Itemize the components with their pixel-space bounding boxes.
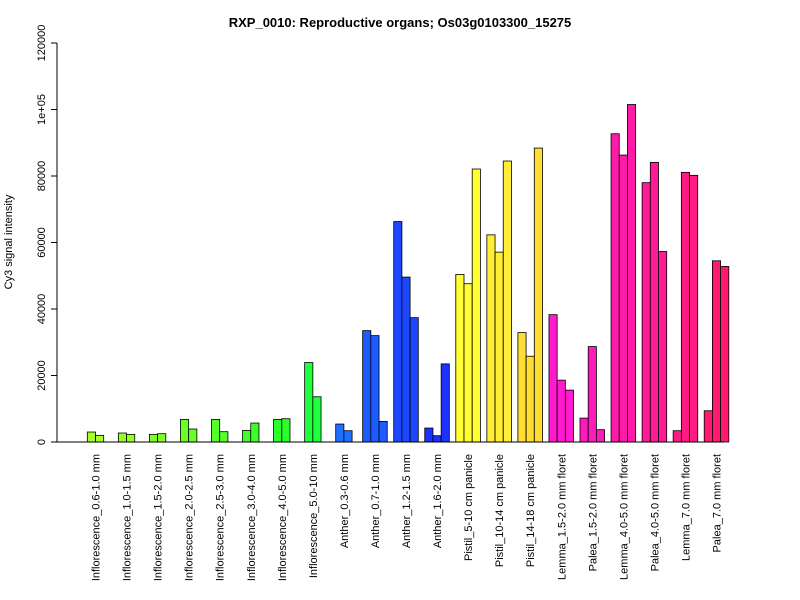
bar <box>211 418 221 443</box>
bar <box>281 418 291 443</box>
bar <box>455 274 465 443</box>
x-tick-label: Inflorescence_2.0-2.5 mm <box>184 454 196 581</box>
x-axis: Inflorescence_0.6-1.0 mm Inflorescence_1.… <box>57 441 724 581</box>
bars <box>86 104 730 443</box>
x-tick-label: Palea_4.0-5.0 mm floret <box>649 454 661 571</box>
x-tick-label: Palea_7.0 mm floret <box>712 454 724 552</box>
bar <box>304 362 314 443</box>
bar <box>362 330 372 443</box>
y-axis: 0 20000 40000 60000 80000 1e+05 120000 <box>36 25 58 445</box>
y-tick-label: 20000 <box>36 360 48 391</box>
y-axis-label: Cy3 signal intensity <box>3 194 15 289</box>
bar <box>641 182 651 443</box>
bar <box>627 104 637 443</box>
x-tick-label: Anther_1.6-2.0 mm <box>432 454 444 548</box>
bar <box>409 317 419 443</box>
x-tick-label: Pistil_10-14 cm panicle <box>494 454 506 567</box>
bar <box>556 379 566 443</box>
bar <box>180 418 190 443</box>
bar <box>587 346 597 443</box>
bar <box>672 430 682 443</box>
bar <box>219 431 229 443</box>
bar <box>157 433 167 443</box>
x-tick-label: Lemma_1.5-2.0 mm floret <box>556 454 568 580</box>
bar <box>335 423 345 443</box>
x-tick-label: Inflorescence_2.5-3.0 mm <box>215 454 227 581</box>
bar <box>610 133 620 443</box>
bar <box>370 335 380 443</box>
bar <box>596 429 606 443</box>
bar <box>393 221 403 443</box>
x-tick-label: Pistil_14-18 cm panicle <box>525 454 537 567</box>
x-tick-label: Pistil_5-10 cm panicle <box>463 454 475 561</box>
y-tick-label: 120000 <box>36 25 48 62</box>
bar <box>463 283 473 443</box>
bar <box>440 363 450 443</box>
bar <box>502 160 512 443</box>
bar <box>242 429 252 443</box>
bar <box>658 251 668 443</box>
chart-title: RXP_0010: Reproductive organs; Os03g0103… <box>229 15 572 30</box>
x-tick-label: Inflorescence_0.6-1.0 mm <box>91 454 103 581</box>
bar <box>680 171 690 443</box>
bar <box>649 161 659 443</box>
x-tick-label: Lemma_7.0 mm floret <box>680 454 692 561</box>
x-tick-label: Anther_1.2-1.5 mm <box>401 454 413 548</box>
y-tick-label: 40000 <box>36 294 48 325</box>
x-tick-label: Inflorescence_4.0-5.0 mm <box>277 454 289 581</box>
bar <box>126 433 136 443</box>
bar <box>250 422 260 443</box>
bar <box>486 234 496 443</box>
x-tick-label: Lemma_4.0-5.0 mm floret <box>618 454 630 580</box>
bar <box>188 428 198 443</box>
bar <box>579 417 589 443</box>
bar <box>712 260 722 443</box>
bar <box>343 430 353 443</box>
bar <box>95 434 105 443</box>
y-tick-label: 60000 <box>36 227 48 258</box>
bar <box>471 168 481 443</box>
bar <box>494 251 504 443</box>
bar <box>117 432 127 443</box>
bar <box>86 431 96 443</box>
bar <box>378 420 388 443</box>
y-tick-label: 1e+05 <box>36 94 48 125</box>
bar <box>401 276 411 443</box>
bar <box>689 174 699 443</box>
bar <box>703 410 713 443</box>
bar <box>533 147 543 443</box>
x-tick-label: Inflorescence_1.0-1.5 mm <box>122 454 134 581</box>
bar <box>525 355 535 443</box>
y-tick-label: 0 <box>36 439 48 445</box>
x-tick-label: Anther_0.3-0.6 mm <box>339 454 351 548</box>
bar <box>432 435 442 443</box>
bar <box>720 266 730 443</box>
x-tick-label: Palea_1.5-2.0 mm floret <box>587 454 599 571</box>
bar <box>564 389 574 443</box>
x-tick-label: Inflorescence_3.0-4.0 mm <box>246 454 258 581</box>
x-tick-label: Inflorescence_5.0-10 mm <box>308 454 320 578</box>
bar <box>548 314 558 443</box>
bar <box>618 154 628 443</box>
bar <box>517 332 527 443</box>
x-tick-label: Anther_0.7-1.0 mm <box>370 454 382 548</box>
bar <box>273 418 283 443</box>
bar <box>148 433 158 443</box>
x-tick-label: Inflorescence_1.5-2.0 mm <box>153 454 165 581</box>
y-tick-label: 80000 <box>36 161 48 192</box>
bar <box>424 427 434 443</box>
bar <box>312 396 322 443</box>
